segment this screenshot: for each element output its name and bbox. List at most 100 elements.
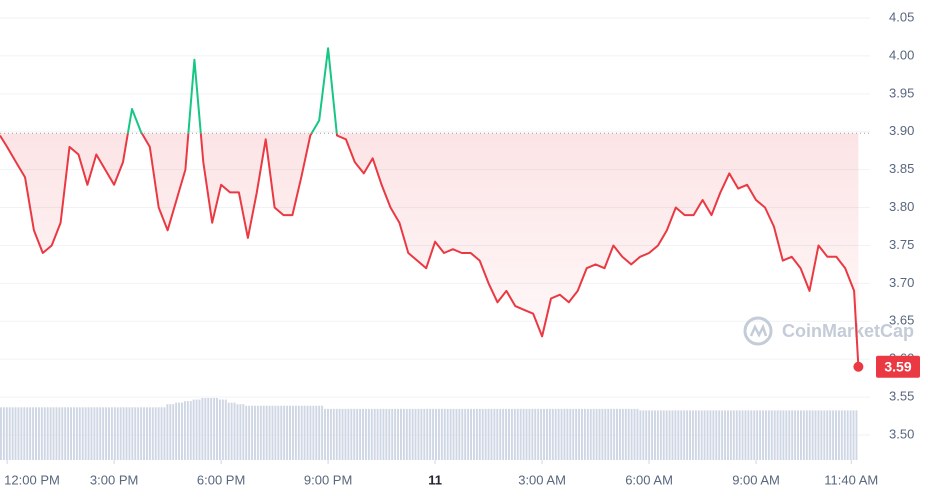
volume-bar — [198, 399, 201, 460]
volume-bar — [855, 410, 858, 460]
volume-bar — [248, 405, 251, 460]
volume-bar — [727, 410, 729, 460]
volume-bar — [478, 408, 481, 460]
volume-bar — [81, 407, 84, 460]
volume-bar — [776, 410, 779, 460]
x-tick-label: 6:00 AM — [625, 472, 673, 487]
volume-bar — [122, 407, 125, 460]
volume-bar — [604, 408, 607, 460]
volume-bar — [216, 398, 218, 460]
last-price-label: 3.59 — [884, 358, 911, 374]
volume-bar — [105, 407, 108, 460]
volume-bar — [843, 410, 846, 460]
volume-bar — [291, 405, 294, 460]
volume-bar — [583, 408, 586, 460]
volume-bar — [420, 408, 423, 460]
volume-bar — [829, 410, 832, 460]
volume-bar — [645, 410, 648, 460]
volume-bar — [461, 408, 464, 460]
y-tick-label: 4.05 — [889, 9, 914, 24]
volume-bar — [402, 408, 405, 460]
volume-bar — [429, 408, 432, 460]
volume-bar — [259, 405, 262, 460]
volume-bar — [280, 405, 283, 460]
volume-bar — [826, 410, 829, 460]
volume-bar — [715, 410, 718, 460]
volume-bar — [651, 410, 654, 460]
volume-bar — [236, 404, 239, 460]
volume-bar — [251, 405, 254, 460]
volume-bar — [321, 405, 324, 460]
volume-bar — [610, 408, 613, 460]
volume-bar — [341, 408, 344, 460]
volume-bar — [405, 408, 408, 460]
volume-bar — [432, 408, 435, 460]
volume-bar — [487, 408, 490, 460]
volume-bar — [686, 410, 689, 460]
volume-bar — [531, 408, 534, 460]
volume-bar — [303, 405, 306, 460]
volume-bar — [125, 407, 128, 460]
volume-bar — [814, 410, 817, 460]
volume-bar — [782, 410, 785, 460]
volume-bar — [794, 410, 797, 460]
volume-bar — [750, 410, 753, 460]
volume-bar — [347, 408, 350, 460]
volume-bar — [230, 402, 233, 460]
volume-bar — [563, 408, 566, 460]
volume-bar — [508, 408, 510, 460]
volume-bar — [569, 408, 572, 460]
volume-bar — [154, 407, 157, 460]
x-tick-label: 11 — [428, 472, 442, 487]
volume-bar — [823, 410, 826, 460]
volume-bar — [779, 410, 782, 460]
volume-bar — [791, 410, 794, 460]
volume-bar — [309, 405, 312, 460]
volume-bar — [329, 408, 332, 460]
volume-bar — [87, 407, 90, 460]
volume-bar — [40, 407, 43, 460]
volume-bar — [671, 410, 674, 460]
volume-bar — [601, 408, 604, 460]
volume-bar — [64, 407, 67, 460]
volume-bar — [218, 399, 221, 460]
volume-bar — [572, 408, 575, 460]
volume-bar — [148, 407, 151, 460]
volume-bar — [800, 410, 802, 460]
volume-bar — [820, 410, 823, 460]
volume-bar — [633, 408, 636, 460]
volume-bar — [706, 410, 709, 460]
volume-bar — [440, 408, 443, 460]
watermark-logo — [743, 316, 773, 346]
volume-bar — [268, 405, 271, 460]
volume-bar — [271, 405, 274, 460]
x-tick-label: 9:00 PM — [304, 472, 352, 487]
volume-bar — [624, 408, 627, 460]
volume-bar — [470, 408, 472, 460]
volume-bar — [586, 408, 589, 460]
volume-bar — [90, 407, 93, 460]
volume-bar — [318, 405, 321, 460]
volume-bar — [55, 407, 58, 460]
volume-bar — [58, 407, 61, 460]
volume-bar — [648, 410, 651, 460]
volume-bar — [151, 407, 154, 460]
volume-bar — [373, 408, 376, 460]
volume-bar — [729, 410, 732, 460]
volume-bar — [379, 408, 382, 460]
volume-bar — [32, 407, 35, 460]
volume-bar — [627, 408, 630, 460]
volume-bar — [145, 407, 148, 460]
volume-bar — [172, 404, 175, 460]
volume-bar — [852, 410, 855, 460]
volume-bar — [265, 405, 268, 460]
volume-bar — [388, 408, 391, 460]
volume-bar — [362, 408, 364, 460]
volume-bar — [143, 407, 145, 460]
volume-bar — [385, 408, 388, 460]
volume-bar — [802, 410, 805, 460]
volume-bar — [718, 410, 721, 460]
volume-bar — [75, 407, 78, 460]
volume-bar — [475, 408, 478, 460]
